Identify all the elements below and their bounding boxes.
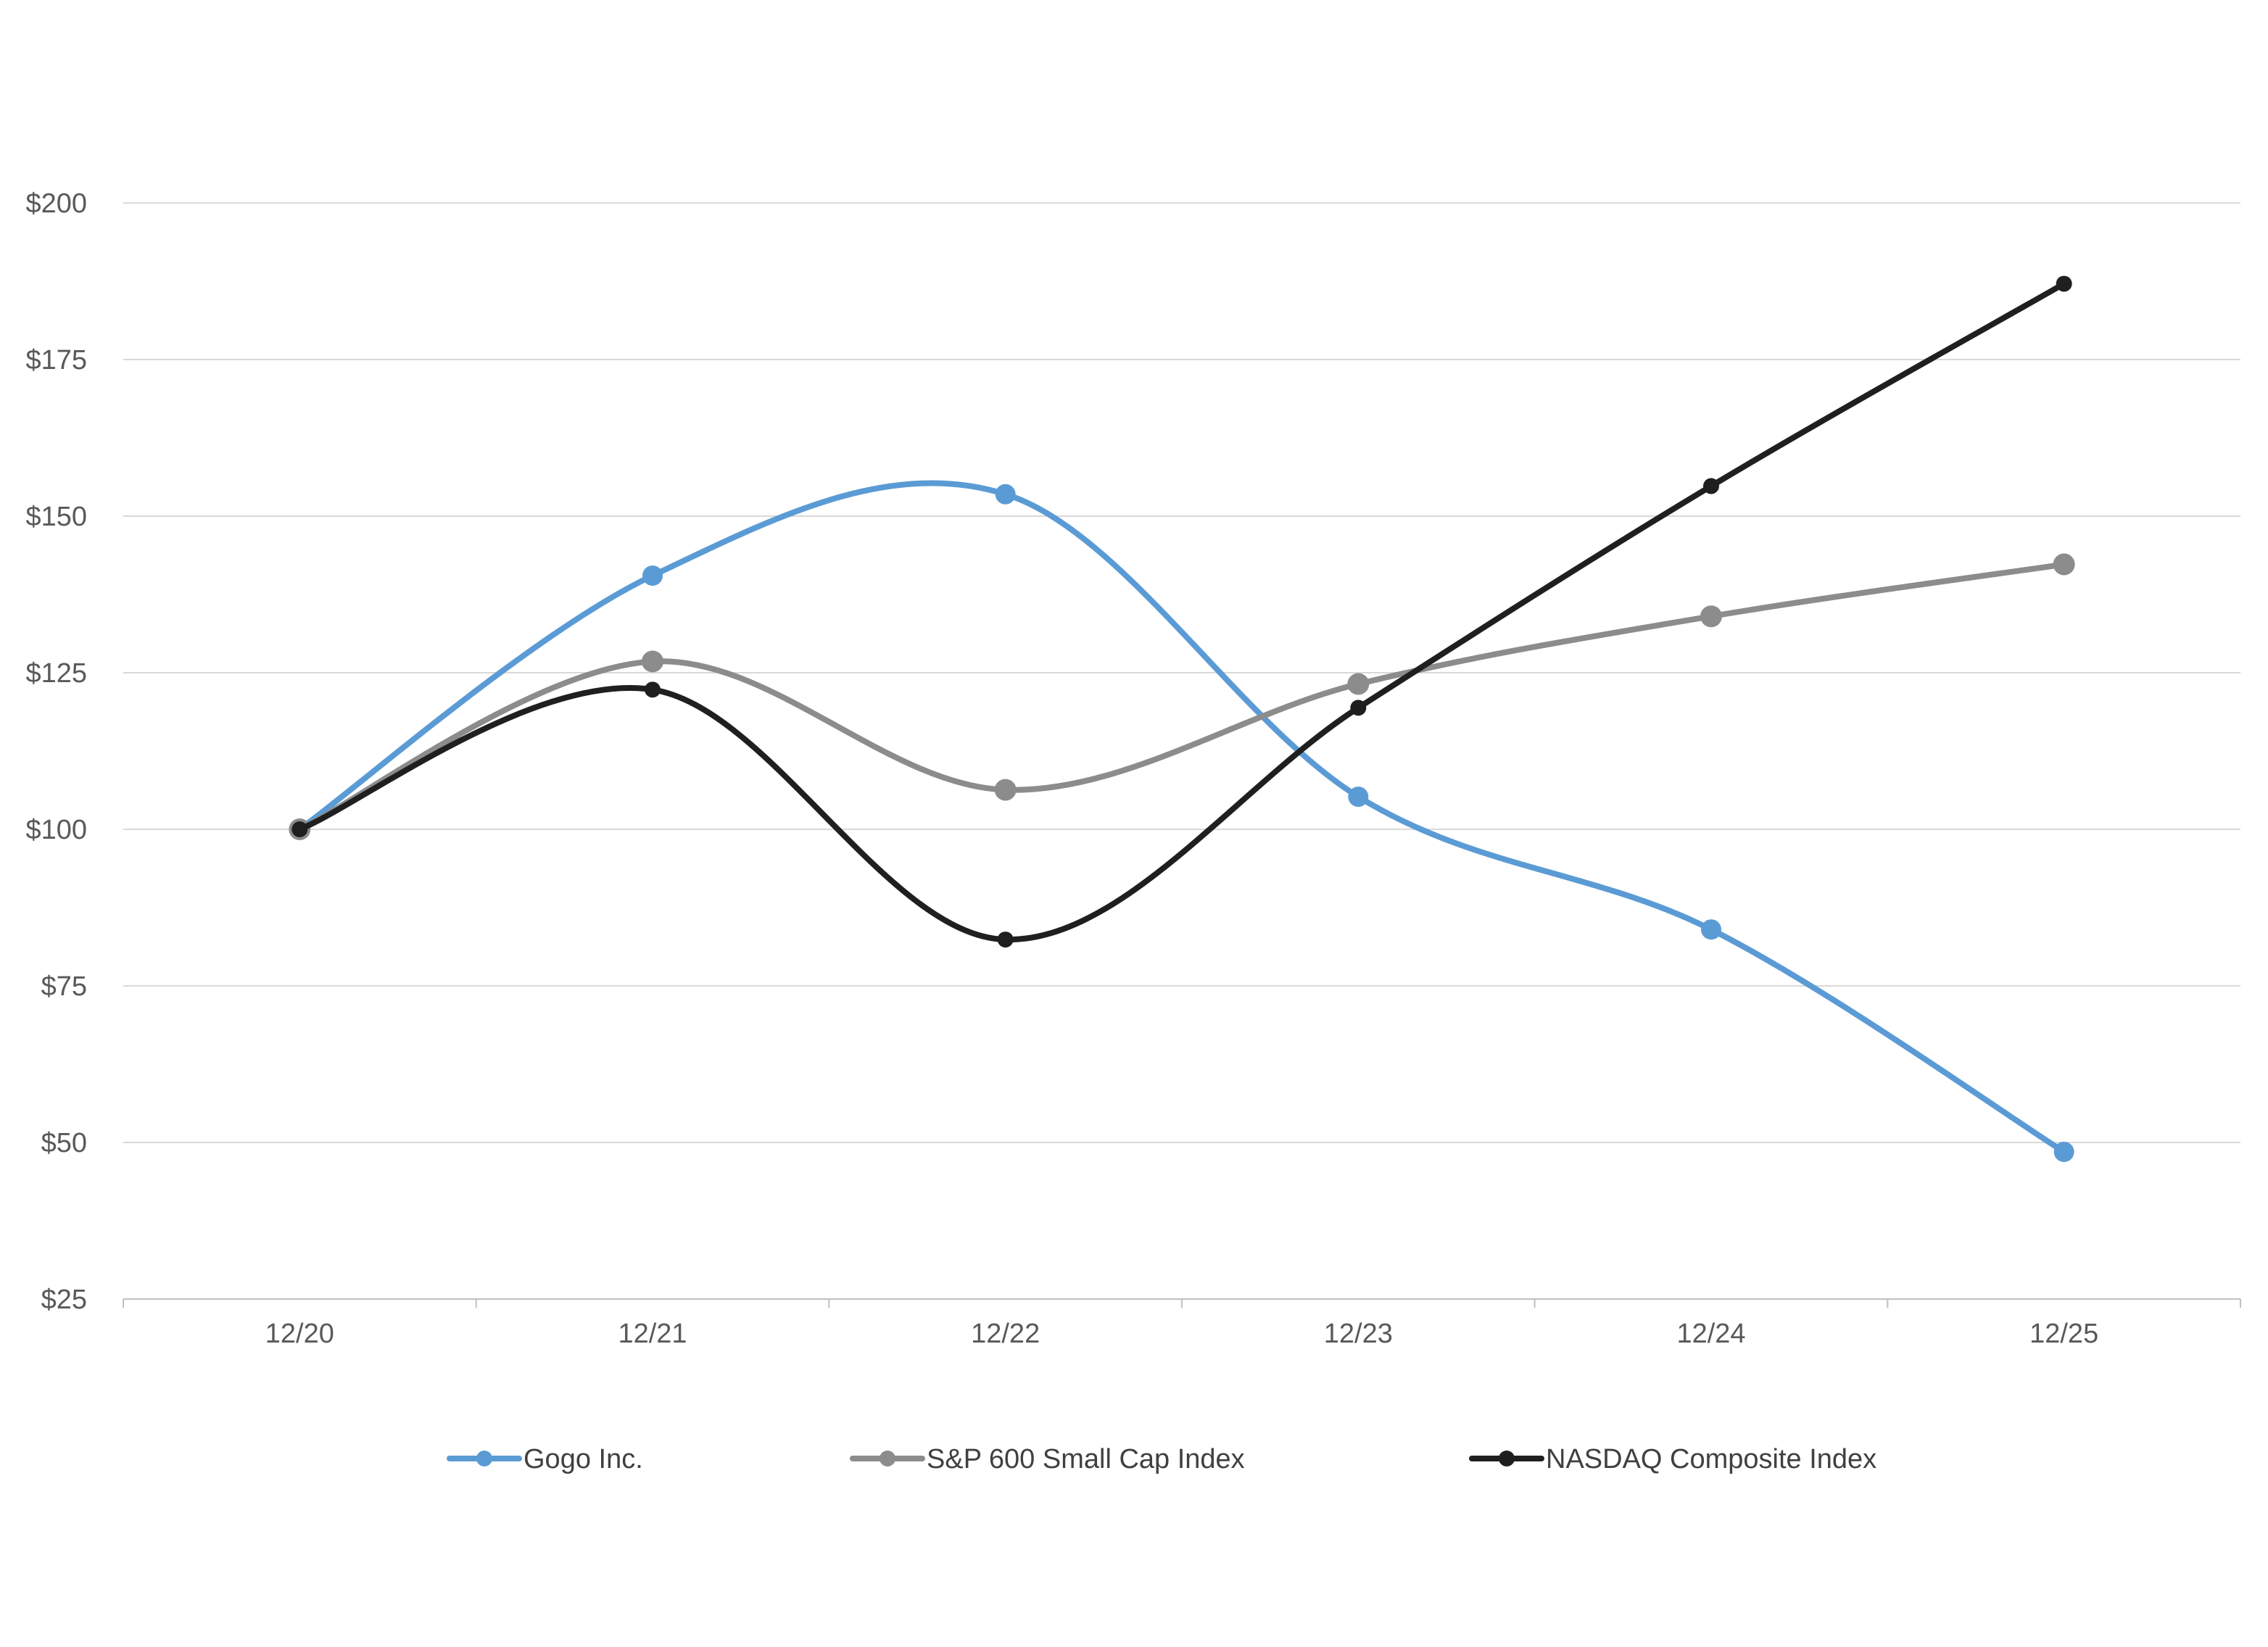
data-point [1701,919,1721,940]
legend-point-marker [880,1451,895,1466]
data-point [2053,553,2075,576]
data-point [995,484,1016,505]
y-tick-label: $175 [25,345,87,376]
data-point [642,565,663,586]
legend-label: Gogo Inc. [523,1444,643,1474]
series-lines [289,275,2075,1162]
data-point [1347,673,1370,695]
series-line [297,561,2067,832]
data-point [1350,700,1367,716]
gridlines [123,202,2240,1143]
x-tick-label: 12/23 [1324,1319,1393,1349]
x-tick-label: 12/25 [2029,1319,2098,1349]
data-point [642,650,663,673]
y-tick-label: $200 [25,188,87,219]
data-point [1348,787,1369,808]
legend: Gogo Inc. S&P 600 Small Cap Index NASDAQ C… [447,1444,1876,1474]
series-line [297,480,2067,1155]
y-axis-labels: $25 $50 $75 $100 $125 $150 $175 $200 [25,188,87,1315]
y-tick-label: $75 [41,971,87,1002]
data-point [2056,275,2072,292]
x-tick-label: 12/21 [618,1319,687,1349]
legend-label: S&P 600 Small Cap Index [927,1444,1245,1474]
x-axis-labels: 12/20 12/21 12/22 12/23 12/24 12/25 [265,1319,2098,1349]
data-point [997,932,1014,948]
y-tick-label: $25 [41,1285,87,1315]
y-tick-label: $150 [25,502,87,532]
legend-point-marker [476,1451,492,1466]
y-tick-label: $50 [41,1128,87,1158]
legend-label: NASDAQ Composite Index [1546,1444,1876,1474]
series-line [297,281,2067,943]
legend-point-marker [1499,1451,1515,1466]
y-tick-label: $125 [25,658,87,689]
data-point [291,821,308,837]
data-point [645,681,661,698]
data-point [1700,605,1722,628]
x-tick-label: 12/22 [971,1319,1040,1349]
data-point [2053,1141,2074,1162]
x-axis [123,1298,2241,1308]
data-point [994,779,1017,801]
y-tick-label: $100 [25,815,87,845]
data-point [1703,478,1719,494]
x-tick-label: 12/24 [1676,1319,1745,1349]
x-tick-label: 12/20 [265,1319,334,1349]
